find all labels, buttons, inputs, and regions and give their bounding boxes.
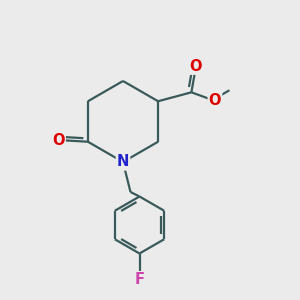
- Text: N: N: [117, 154, 129, 169]
- Text: O: O: [189, 59, 202, 74]
- Text: F: F: [134, 272, 145, 287]
- Text: O: O: [209, 92, 221, 107]
- Text: O: O: [52, 133, 65, 148]
